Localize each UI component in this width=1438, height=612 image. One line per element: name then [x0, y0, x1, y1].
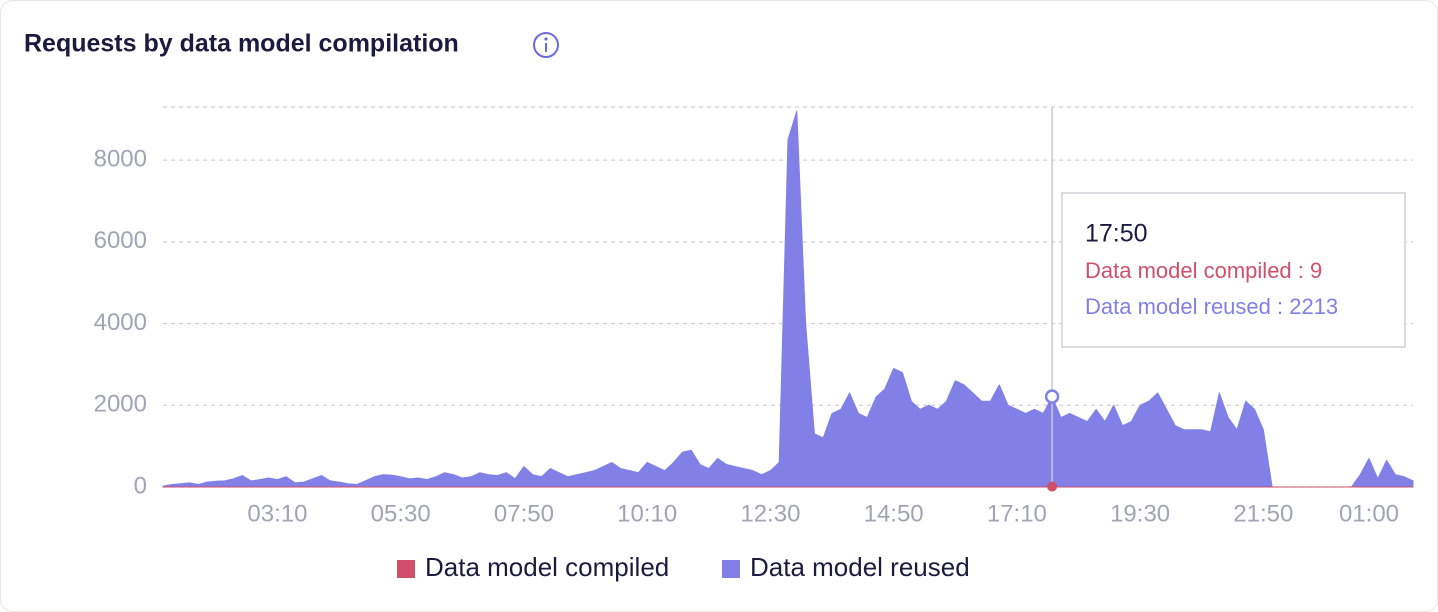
chart-title: Requests by data model compilation — [24, 30, 459, 58]
tooltip-marker — [1047, 481, 1058, 492]
y-tick-label: 2000 — [94, 391, 147, 418]
x-tick-label: 12:30 — [740, 500, 800, 527]
x-tick-label: 07:50 — [494, 500, 554, 527]
tooltip: 17:50 Data model compiled : 9 Data model r… — [1044, 107, 1406, 492]
x-tick-label: 01:00 — [1339, 500, 1399, 527]
y-tick-label: 0 — [134, 472, 147, 499]
legend-swatch — [397, 560, 415, 578]
x-tick-label: 05:30 — [371, 500, 431, 527]
y-tick-label: 8000 — [94, 145, 147, 172]
area — [162, 110, 1414, 488]
x-tick-label: 17:10 — [987, 500, 1047, 527]
tooltip-line: Data model reused : 2213 — [1085, 294, 1338, 319]
legend-label: Data model reused — [750, 552, 970, 582]
x-tick-label: 10:10 — [617, 500, 677, 527]
tooltip-title: 17:50 — [1085, 220, 1148, 248]
legend-swatch — [722, 560, 740, 578]
y-tick-label: 4000 — [94, 309, 147, 336]
tooltip-line: Data model compiled : 9 — [1085, 258, 1322, 283]
legend: Data model compiled Data model reused — [397, 552, 970, 582]
tooltip-box — [1061, 192, 1406, 348]
x-tick-label: 03:10 — [247, 500, 307, 527]
x-tick-label: 19:30 — [1110, 500, 1170, 527]
plot: 0 2000 4000 6000 8000 03:10 05:30 07:50 10:10 12:… — [94, 110, 1414, 527]
tooltip-marker — [1044, 389, 1060, 404]
x-tick-label: 21:50 — [1233, 500, 1293, 527]
info-icon[interactable] — [533, 32, 559, 58]
legend-label: Data model compiled — [425, 552, 669, 582]
y-tick-label: 6000 — [94, 227, 147, 254]
x-tick-label: 14:50 — [864, 500, 924, 527]
